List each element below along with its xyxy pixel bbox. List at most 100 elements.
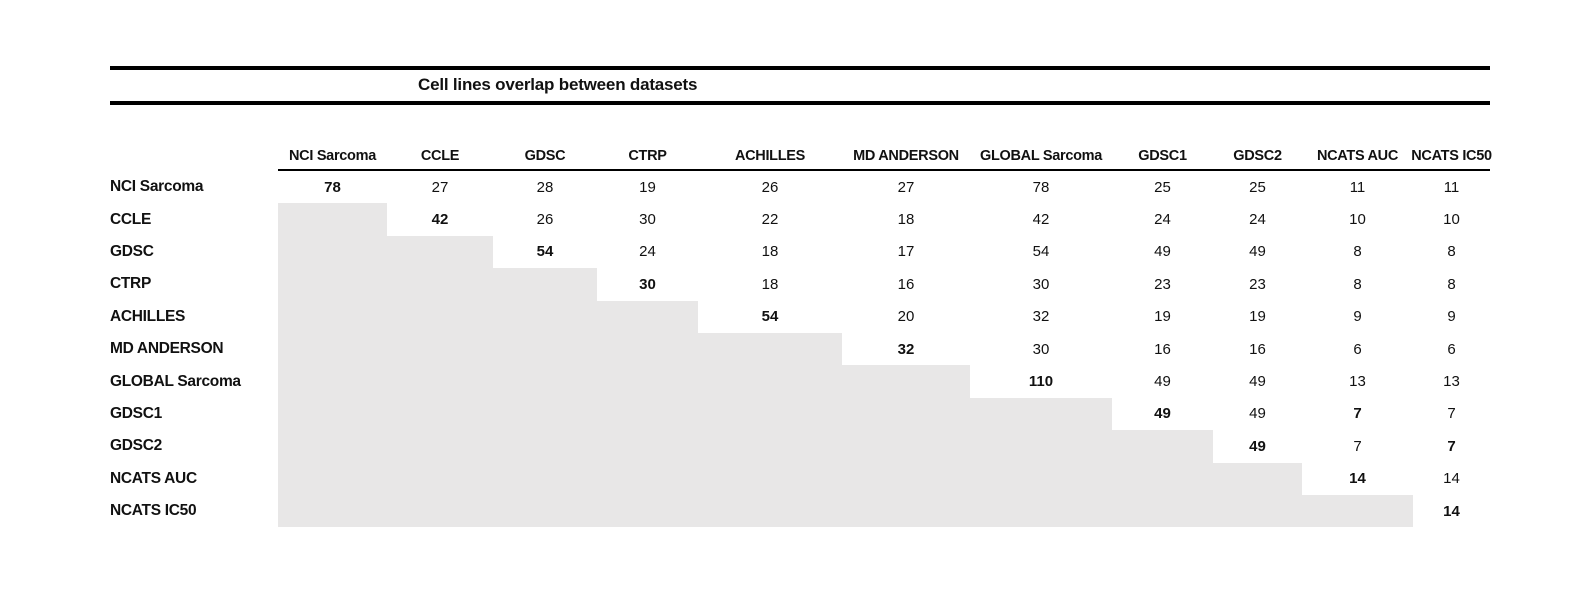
matrix-cell-achilles-x-ctrp: [597, 300, 698, 333]
matrix-cell-gdsc2-x-ncats-ic50: 7: [1447, 437, 1456, 455]
matrix-cell-gdsc1-x-global-sarcoma: [970, 397, 1112, 431]
mid-rule: [110, 101, 1490, 105]
matrix-cell-gdsc2-x-nci-sarcoma: [278, 430, 387, 463]
matrix-cell-nci-sarcoma-x-nci-sarcoma: 78: [324, 178, 341, 196]
matrix-cell-gdsc1-x-gdsc2: 49: [1249, 405, 1266, 423]
row-label-achilles: ACHILLES: [110, 307, 186, 325]
matrix-cell-ncats-ic50-x-ccle: [387, 494, 493, 528]
matrix-cell-ncats-ic50-x-md-anderson: [842, 494, 970, 528]
matrix-cell-nci-sarcoma-x-ctrp: 19: [639, 178, 656, 196]
matrix-cell-md-anderson-x-ncats-auc: 6: [1353, 340, 1362, 358]
overlap-matrix-table: NCI Sarcoma CCLE GDSC CTRP ACHILLES MD ANDERS…: [110, 135, 1492, 528]
matrix-cell-ctrp-x-gdsc: [493, 268, 597, 301]
matrix-cell-md-anderson-x-gdsc2: 16: [1249, 340, 1266, 358]
matrix-cell-gdsc2-x-achilles: [698, 430, 842, 463]
matrix-cell-ctrp-x-ncats-ic50: 8: [1447, 275, 1456, 293]
row-label-gdsc: GDSC: [110, 242, 154, 260]
matrix-cell-md-anderson-x-ncats-ic50: 6: [1447, 340, 1456, 358]
matrix-cell-ccle-x-ncats-auc: 10: [1349, 211, 1366, 229]
matrix-cell-gdsc-x-ctrp: 24: [639, 243, 656, 261]
matrix-cell-nci-sarcoma-x-ncats-ic50: 11: [1443, 178, 1460, 196]
matrix-cell-ncats-auc-x-ctrp: [597, 462, 698, 495]
matrix-cell-gdsc-x-ccle: [387, 235, 493, 269]
row-label-ccle: CCLE: [110, 210, 151, 228]
matrix-cell-ctrp-x-gdsc2: 23: [1249, 275, 1266, 293]
matrix-cell-ncats-ic50-x-ctrp: [597, 494, 698, 528]
matrix-cell-md-anderson-x-ccle: [387, 332, 493, 366]
top-rule: [110, 66, 1490, 70]
matrix-cell-nci-sarcoma-x-md-anderson: 27: [897, 178, 915, 196]
matrix-cell-ccle-x-ccle: 42: [431, 211, 449, 229]
matrix-cell-ncats-auc-x-achilles: [698, 462, 842, 495]
matrix-cell-global-sarcoma-x-gdsc2: 49: [1249, 373, 1266, 391]
matrix-cell-achilles-x-nci-sarcoma: [278, 300, 387, 333]
matrix-cell-md-anderson-x-ctrp: [597, 332, 698, 366]
matrix-cell-ncats-ic50-x-gdsc2: [1213, 494, 1302, 528]
matrix-cell-achilles-x-global-sarcoma: 32: [1032, 308, 1050, 326]
matrix-cell-ccle-x-global-sarcoma: 42: [1032, 211, 1050, 229]
matrix-cell-gdsc1-x-ctrp: [597, 397, 698, 431]
matrix-cell-ctrp-x-ccle: [387, 268, 493, 301]
matrix-cell-nci-sarcoma-x-global-sarcoma: 78: [1032, 178, 1050, 196]
matrix-cell-gdsc-x-md-anderson: 17: [897, 243, 915, 261]
matrix-cell-global-sarcoma-x-global-sarcoma: 110: [1028, 373, 1054, 391]
matrix-cell-gdsc2-x-gdsc1: [1112, 430, 1213, 463]
matrix-cell-achilles-x-gdsc2: 19: [1249, 308, 1266, 326]
matrix-cell-ctrp-x-ctrp: 30: [639, 275, 656, 293]
matrix-cell-ccle-x-ctrp: 30: [639, 211, 656, 229]
matrix-cell-nci-sarcoma-x-achilles: 26: [761, 178, 779, 196]
column-header-gdsc2: GDSC2: [1213, 135, 1302, 171]
row-label-nci-sarcoma: NCI Sarcoma: [110, 178, 204, 196]
matrix-cell-gdsc-x-ncats-auc: 8: [1353, 243, 1362, 261]
matrix-cell-ccle-x-ncats-ic50: 10: [1443, 211, 1460, 229]
matrix-cell-ncats-ic50-x-achilles: [698, 494, 842, 528]
matrix-cell-achilles-x-gdsc1: 19: [1154, 308, 1171, 326]
column-header-ctrp: CTRP: [597, 135, 698, 171]
matrix-cell-gdsc1-x-gdsc: [493, 397, 597, 431]
matrix-cell-ctrp-x-global-sarcoma: 30: [1032, 275, 1050, 293]
matrix-cell-achilles-x-ccle: [387, 300, 493, 333]
row-label-gdsc2: GDSC2: [110, 437, 162, 455]
matrix-cell-ctrp-x-achilles: 18: [761, 275, 779, 293]
matrix-cell-global-sarcoma-x-ncats-auc: 13: [1349, 373, 1366, 391]
matrix-cell-gdsc1-x-ncats-auc: 7: [1353, 405, 1362, 423]
matrix-cell-gdsc1-x-achilles: [698, 397, 842, 431]
row-label-gdsc1: GDSC1: [110, 404, 162, 422]
matrix-cell-ncats-auc-x-ncats-ic50: 14: [1443, 470, 1460, 488]
matrix-cell-ccle-x-achilles: 22: [761, 211, 779, 229]
matrix-cell-global-sarcoma-x-gdsc: [493, 365, 597, 398]
matrix-cell-ctrp-x-md-anderson: 16: [897, 275, 915, 293]
matrix-cell-ccle-x-gdsc: 26: [536, 211, 554, 229]
row-label-global-sarcoma: GLOBAL Sarcoma: [110, 372, 241, 390]
matrix-cell-global-sarcoma-x-gdsc1: 49: [1154, 373, 1171, 391]
matrix-cell-ncats-auc-x-global-sarcoma: [970, 462, 1112, 495]
matrix-cell-ncats-ic50-x-gdsc: [493, 494, 597, 528]
matrix-cell-ncats-auc-x-gdsc1: [1112, 462, 1213, 495]
matrix-cell-md-anderson-x-global-sarcoma: 30: [1032, 340, 1050, 358]
matrix-cell-global-sarcoma-x-md-anderson: [842, 365, 970, 398]
matrix-cell-md-anderson-x-gdsc: [493, 332, 597, 366]
matrix-cell-gdsc2-x-gdsc2: 49: [1249, 437, 1266, 455]
matrix-cell-nci-sarcoma-x-gdsc2: 25: [1249, 178, 1266, 196]
matrix-cell-gdsc2-x-ctrp: [597, 430, 698, 463]
matrix-cell-gdsc2-x-ccle: [387, 430, 493, 463]
row-label-ctrp: CTRP: [110, 275, 151, 293]
column-header-achilles: ACHILLES: [698, 135, 842, 171]
corner-cell: [110, 135, 278, 171]
matrix-cell-gdsc2-x-md-anderson: [842, 430, 970, 463]
matrix-cell-ncats-ic50-x-ncats-auc: [1302, 494, 1413, 528]
matrix-cell-gdsc-x-gdsc2: 49: [1249, 243, 1266, 261]
matrix-cell-nci-sarcoma-x-gdsc: 28: [536, 178, 554, 196]
matrix-cell-ctrp-x-nci-sarcoma: [278, 268, 387, 301]
matrix-cell-gdsc2-x-ncats-auc: 7: [1353, 437, 1362, 455]
matrix-cell-achilles-x-ncats-auc: 9: [1353, 308, 1362, 326]
matrix-cell-gdsc1-x-ccle: [387, 397, 493, 431]
column-header-ncats-ic50: NCATS IC50: [1411, 135, 1492, 171]
matrix-cell-ccle-x-md-anderson: 18: [897, 211, 915, 229]
matrix-cell-global-sarcoma-x-ncats-ic50: 13: [1443, 373, 1460, 391]
matrix-cell-ncats-ic50-x-gdsc1: [1112, 494, 1213, 528]
matrix-cell-nci-sarcoma-x-ccle: 27: [431, 178, 449, 196]
matrix-cell-ncats-auc-x-gdsc2: [1213, 462, 1302, 495]
column-header-gdsc1: GDSC1: [1112, 135, 1213, 171]
